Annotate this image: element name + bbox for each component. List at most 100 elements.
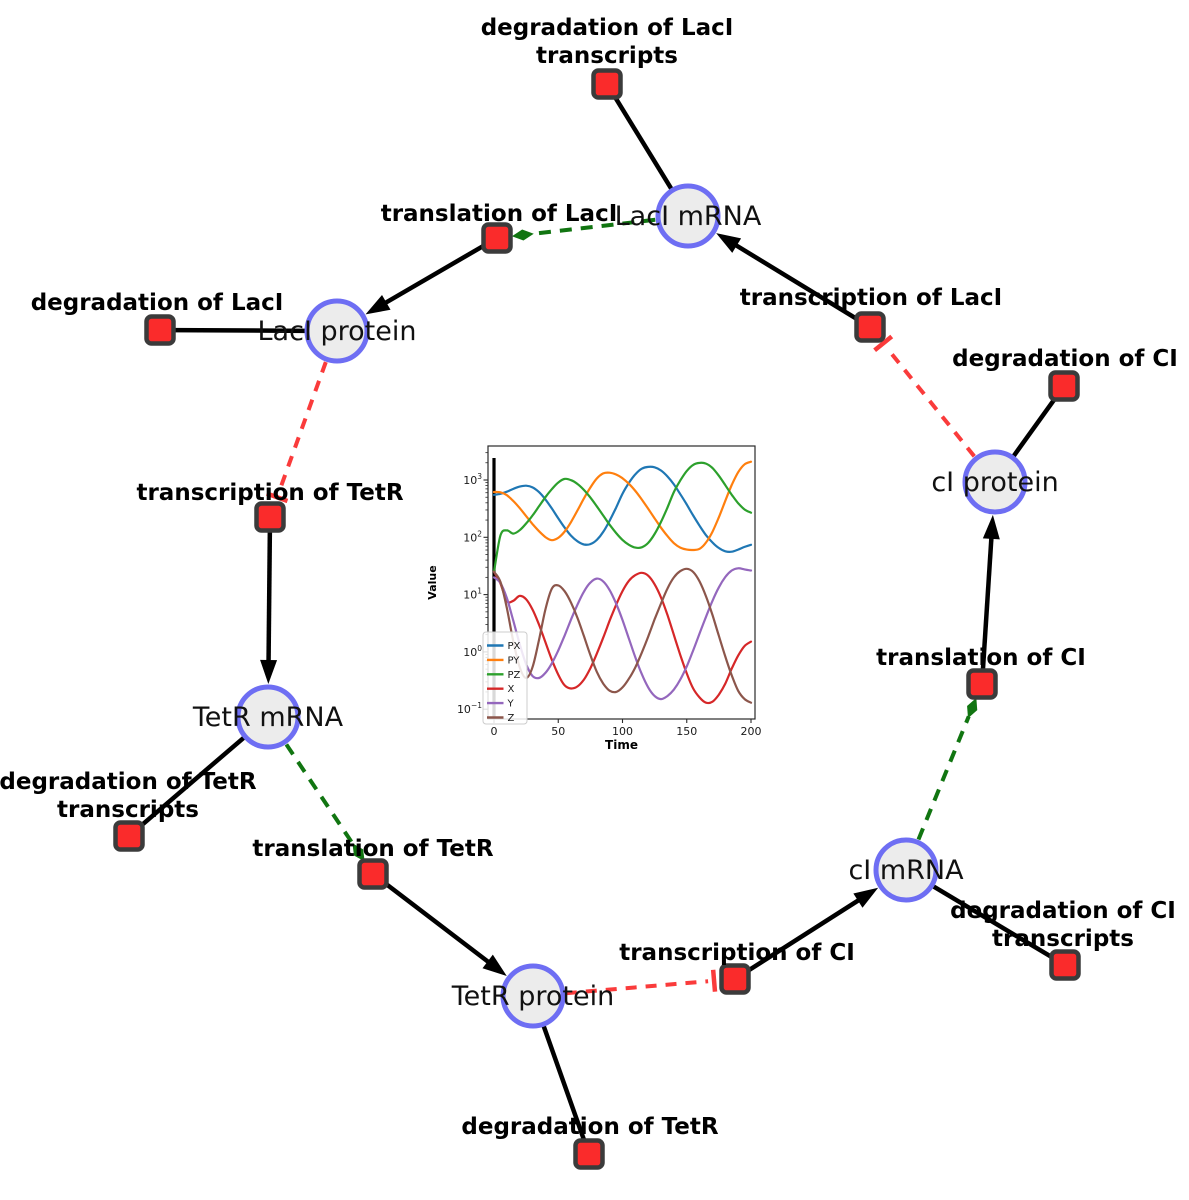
species-node-laci-mrna[interactable]: [655, 183, 721, 249]
legend-label-X: X: [508, 684, 515, 695]
reaction-label-deg-ci-transcripts-line2: transcripts: [992, 926, 1134, 952]
edge-translation-ci-ci-protein: [980, 529, 995, 671]
edge-transcription-ci-ci-mrna-arrowhead-icon: [853, 887, 879, 908]
y-tick-label: 103: [463, 472, 482, 487]
reaction-label-deg-tetr-transcripts-line1: degradation of TetR: [0, 769, 257, 795]
series-line-X: [492, 570, 753, 705]
legend-label-Z: Z: [508, 713, 515, 724]
species-node-laci-protein[interactable]: [304, 298, 370, 364]
series-line-Z: [492, 567, 753, 704]
edge-laci-protein-transcription-tetr: [277, 361, 328, 493]
species-node-ci-mrna[interactable]: [873, 837, 939, 903]
reaction-label-deg-laci: degradation of LacI: [31, 290, 284, 316]
edge-tetr-protein-transcription-ci: [565, 979, 709, 996]
edge-transcription-tetr-tetr-mrna: [266, 530, 273, 670]
x-tick-label: 150: [676, 725, 697, 738]
reaction-label-deg-laci-transcripts-line1: degradation of LacI: [481, 15, 734, 41]
reaction-node-deg-tetr-transcripts[interactable]: [113, 820, 145, 852]
reaction-label-translation-tetr: translation of TetR: [252, 836, 493, 862]
reaction-label-deg-tetr: degradation of TetR: [461, 1114, 718, 1140]
x-tick-label: 100: [612, 725, 633, 738]
species-label-tetr-mrna: TetR mRNA: [192, 702, 344, 733]
reaction-node-translation-ci[interactable]: [966, 668, 998, 700]
reaction-node-deg-laci-transcripts[interactable]: [591, 68, 623, 100]
reaction-label-translation-ci: translation of CI: [876, 645, 1086, 671]
legend-label-PY: PY: [508, 655, 521, 666]
x-axis-title: Time: [605, 738, 638, 752]
edge-transcription-laci-laci-mrna: [727, 239, 860, 322]
legend-label-PX: PX: [508, 641, 521, 652]
reaction-label-deg-laci-transcripts-line2: transcripts: [536, 43, 678, 69]
edge-laci-mrna-translation-laci-diamond-icon: [511, 229, 534, 241]
reaction-label-deg-ci: degradation of CI: [952, 346, 1178, 372]
reaction-node-translation-laci[interactable]: [481, 222, 513, 254]
reaction-node-transcription-ci[interactable]: [719, 963, 751, 995]
edge-ci-protein-deg-ci: [1011, 395, 1059, 458]
reaction-node-deg-ci-transcripts[interactable]: [1049, 949, 1081, 981]
edge-translation-laci-laci-protein-arrowhead-icon: [365, 295, 391, 315]
reaction-node-deg-ci[interactable]: [1048, 370, 1080, 402]
edge-tetr-protein-transcription-ci-tbar-icon: [710, 969, 718, 992]
edge-translation-laci-laci-protein: [377, 243, 487, 309]
reaction-node-transcription-tetr[interactable]: [254, 501, 286, 533]
species-node-ci-protein[interactable]: [962, 449, 1028, 515]
legend-label-PZ: PZ: [508, 670, 521, 681]
edge-tetr-protein-deg-tetr: [541, 1025, 587, 1143]
reaction-node-deg-tetr[interactable]: [573, 1138, 605, 1170]
x-tick-label: 50: [551, 725, 565, 738]
legend-label-Y: Y: [507, 699, 515, 710]
edge-laci-protein-transcription-tetr-tbar-icon: [266, 491, 289, 504]
edge-tetr-mrna-translation-tetr: [284, 743, 356, 847]
species-label-ci-protein: cI protein: [931, 467, 1058, 498]
x-tick-label: 0: [491, 725, 498, 738]
reaction-label-translation-laci: translation of LacI: [381, 201, 618, 227]
edge-translation-tetr-tetr-protein: [382, 880, 497, 969]
edge-laci-protein-deg-laci: [172, 327, 306, 334]
series-line-PX: [492, 465, 753, 553]
edge-ci-mrna-translation-ci-diamond-icon: [967, 697, 978, 719]
species-label-laci-protein: LacI protein: [258, 316, 417, 347]
reaction-node-transcription-laci[interactable]: [854, 311, 886, 343]
reaction-label-transcription-tetr: transcription of TetR: [136, 480, 403, 506]
y-tick-label: 100: [463, 644, 482, 659]
edge-laci-mrna-deg-laci-transcripts: [611, 93, 674, 190]
edge-ci-protein-transcription-laci-tbar-icon: [873, 334, 894, 353]
species-label-tetr-protein: TetR protein: [451, 981, 614, 1012]
reaction-label-deg-tetr-transcripts-line2: transcripts: [57, 797, 199, 823]
chart-legend: PX PY PZ XYZ: [482, 631, 528, 725]
species-label-ci-mrna: cI mRNA: [848, 855, 964, 886]
series-line-PZ: [492, 461, 753, 573]
reaction-label-transcription-ci: transcription of CI: [619, 940, 855, 966]
chart-plot-area: [487, 445, 756, 720]
edge-tetr-mrna-translation-tetr-diamond-icon: [352, 843, 365, 862]
series-line-PY: [492, 460, 753, 552]
edge-ci-mrna-deg-ci-transcripts: [932, 884, 1055, 961]
series-line-Y: [492, 567, 753, 701]
edge-translation-tetr-tetr-protein-arrowhead-icon: [482, 954, 507, 976]
reaction-node-deg-laci[interactable]: [144, 314, 176, 346]
y-tick-label: 10−1: [457, 701, 482, 716]
x-tick-label: 200: [741, 725, 762, 738]
nodes-layer: [113, 68, 1081, 1170]
y-tick-label: 101: [463, 587, 482, 602]
edge-transcription-ci-ci-mrna: [745, 893, 867, 974]
reaction-label-deg-ci-transcripts-line1: degradation of CI: [950, 898, 1176, 924]
edge-translation-ci-ci-protein-arrowhead-icon: [982, 514, 1000, 540]
y-tick-label: 102: [463, 529, 482, 544]
edge-ci-protein-transcription-laci: [885, 346, 976, 458]
reaction-label-transcription-laci: transcription of LacI: [740, 285, 1003, 311]
labels-layer: degradation of LacItranscriptstranslatio…: [0, 15, 1178, 1140]
edge-transcription-laci-laci-mrna-arrowhead-icon: [716, 233, 742, 253]
species-node-tetr-mrna[interactable]: [235, 684, 301, 750]
species-label-laci-mrna: LacI mRNA: [615, 201, 762, 232]
species-node-tetr-protein[interactable]: [500, 963, 566, 1029]
reaction-node-translation-tetr[interactable]: [357, 858, 389, 890]
edge-ci-mrna-translation-ci: [916, 715, 971, 841]
edge-transcription-tetr-tetr-mrna-arrowhead-icon: [260, 659, 278, 685]
legend-box: [482, 631, 528, 725]
edges-layer: [137, 93, 1059, 1143]
y-axis-title: Value: [426, 565, 439, 599]
